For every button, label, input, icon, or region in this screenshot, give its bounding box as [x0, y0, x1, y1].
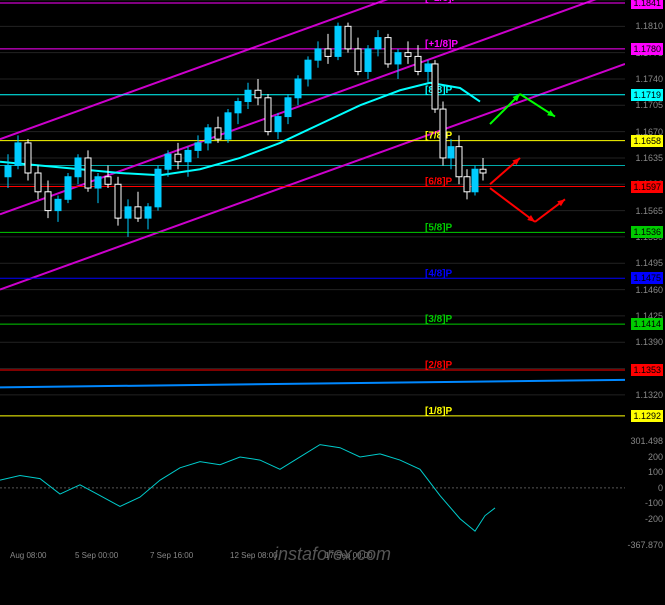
svg-text:[1/8]P: [1/8]P	[425, 406, 453, 417]
svg-text:[5/8]P: [5/8]P	[425, 222, 453, 233]
svg-text:[6/8]P: [6/8]P	[425, 177, 453, 188]
svg-text:[4/8]P: [4/8]P	[425, 268, 453, 279]
y-axis-indicator: -367.870-200-1000100200301.498	[625, 440, 665, 545]
svg-text:[7/8]P: [7/8]P	[425, 131, 453, 142]
indicator-chart[interactable]	[0, 440, 625, 545]
svg-text:[+2/8]P: [+2/8]P	[425, 0, 458, 4]
indicator-svg	[0, 440, 625, 545]
svg-text:[+1/8]P: [+1/8]P	[425, 39, 458, 50]
x-axis-time: Aug 08:005 Sep 00:007 Sep 16:0012 Sep 08…	[0, 545, 625, 605]
chart-container: [1/8]P [2/8]P [3/8]P [4/8]P [5/8]P [6/8]P [7/8…	[0, 0, 665, 605]
svg-text:[2/8]P: [2/8]P	[425, 360, 453, 371]
y-axis-price: 1.12921.13201.13551.13901.14251.14601.14…	[625, 0, 665, 440]
svg-text:[3/8]P: [3/8]P	[425, 314, 453, 325]
price-chart-svg: [1/8]P [2/8]P [3/8]P [4/8]P [5/8]P [6/8]P [7/8…	[0, 0, 625, 440]
price-chart[interactable]: [1/8]P [2/8]P [3/8]P [4/8]P [5/8]P [6/8]P [7/8…	[0, 0, 625, 440]
